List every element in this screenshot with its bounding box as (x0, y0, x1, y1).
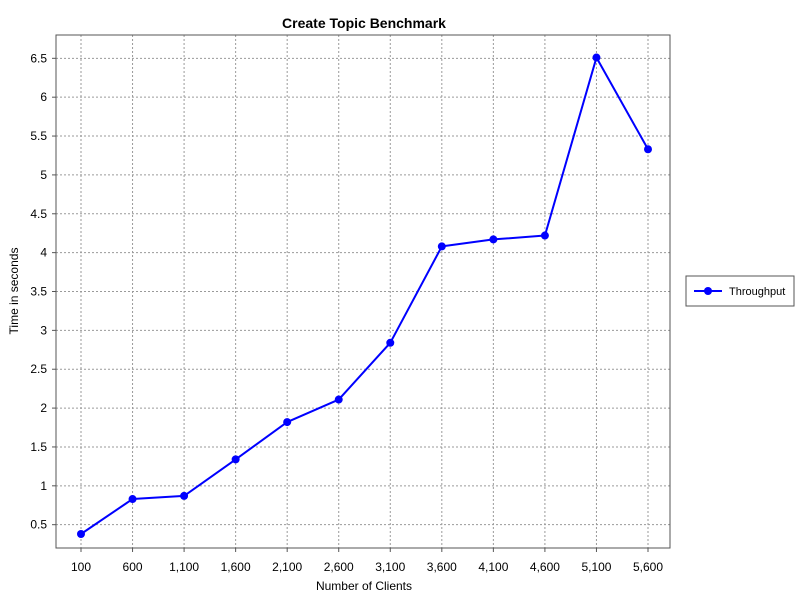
y-tick-label: 1.5 (30, 440, 47, 454)
legend: Throughput (685, 275, 795, 307)
data-point (540, 231, 549, 240)
grid-layer (56, 35, 670, 548)
x-tick-label: 3,600 (427, 560, 457, 574)
data-point (180, 491, 189, 500)
legend-entry-throughput: Throughput (729, 286, 785, 298)
data-point (437, 242, 446, 251)
data-point (644, 145, 652, 154)
data-point (231, 455, 240, 464)
y-axis-label: Time in seconds (7, 248, 21, 335)
y-tick-label: 5 (40, 168, 47, 182)
data-point (283, 418, 292, 427)
data-point (334, 395, 343, 404)
y-tick-label: 3 (40, 323, 47, 337)
x-tick-label: 1,100 (169, 560, 199, 574)
y-tick-label: 6.5 (30, 51, 47, 65)
x-axis-label: Number of Clients (316, 579, 412, 593)
y-tick-label: 1 (40, 479, 47, 493)
data-point (386, 338, 395, 347)
x-tick-label: 2,600 (324, 560, 354, 574)
x-tick-label: 4,600 (530, 560, 560, 574)
legend-marker-swatch (704, 287, 712, 295)
x-tick-label: 4,100 (478, 560, 508, 574)
data-point (128, 495, 137, 504)
y-tick-label: 4.5 (30, 207, 47, 221)
x-tick-label: 5,600 (633, 560, 663, 574)
x-tick-label: 2,100 (272, 560, 302, 574)
data-point (592, 53, 601, 62)
data-point (489, 235, 498, 244)
y-tick-label: 3.5 (30, 285, 47, 299)
y-tick-label: 6 (40, 90, 47, 104)
y-tick-label: 4 (40, 246, 47, 260)
y-tick-label: 5.5 (30, 129, 47, 143)
x-tick-label: 3,100 (375, 560, 405, 574)
series-layer (77, 53, 652, 539)
tick-layer: 0.5 1 1.5 2 2.5 3 3.5 4 4.5 5 5.5 6 6.5 100 600 1,100 1,… (30, 51, 663, 574)
data-point (77, 530, 85, 539)
x-tick-label: 1,600 (221, 560, 251, 574)
x-tick-label: 5,100 (581, 560, 611, 574)
y-tick-label: 2 (40, 401, 47, 415)
y-tick-label: 2.5 (30, 362, 47, 376)
series-line-throughput (80, 56, 649, 535)
y-tick-label: 0.5 (30, 518, 47, 532)
chart-title: Create Topic Benchmark (282, 15, 446, 31)
x-tick-label: 100 (71, 560, 91, 574)
x-tick-label: 600 (123, 560, 143, 574)
